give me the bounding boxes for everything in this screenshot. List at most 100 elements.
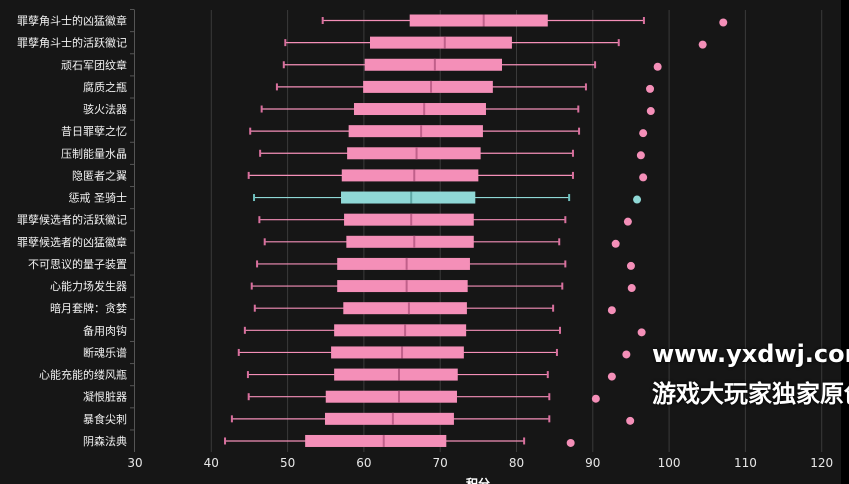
median-line: [397, 368, 400, 381]
outlier-point: [639, 173, 648, 182]
category-label: 断魂乐谱: [83, 345, 127, 359]
whisker-max-cap: [571, 149, 574, 157]
category-label: 心能力场发生器: [50, 279, 127, 293]
watermark-url: www.yxdwj.com: [652, 340, 849, 368]
category-label: 暴食尖刺: [83, 412, 127, 426]
whisker-max-cap: [584, 83, 587, 91]
x-tick-label: 80: [509, 456, 524, 470]
whisker-min-cap: [258, 216, 261, 224]
watermark-text: 游戏大玩家独家原创: [652, 380, 849, 408]
iqr-box: [341, 191, 476, 204]
category-label: 阴森法典: [83, 434, 127, 448]
outlier-point: [719, 18, 728, 27]
whisker-min-cap: [256, 260, 259, 268]
outlier-point: [626, 261, 635, 270]
outlier-point: [633, 195, 642, 204]
whisker-min-cap: [263, 238, 266, 246]
category-label: 隐匿者之翼: [72, 168, 127, 182]
y-axis: [130, 9, 135, 452]
whisker-min-cap: [259, 149, 262, 157]
category-label: 备用肉钩: [83, 323, 127, 337]
median-line: [410, 213, 413, 226]
median-line: [420, 125, 423, 138]
whisker-max-cap: [548, 415, 551, 423]
iqr-box: [334, 368, 458, 381]
whisker-min-cap: [247, 171, 250, 179]
whisker-max-cap: [571, 171, 574, 179]
x-tick-label: 100: [658, 456, 681, 470]
whisker-max-cap: [561, 282, 564, 290]
x-tick-label: 30: [127, 456, 142, 470]
outlier-point: [622, 350, 631, 359]
category-label: 腐质之瓶: [83, 80, 127, 94]
median-line: [415, 147, 418, 160]
x-tick-labels: 30 40 50 60 70 80 90 100 110 120: [127, 456, 833, 470]
outlier-point: [607, 372, 616, 381]
iqr-box: [348, 125, 483, 138]
category-label: 罪孽候选者的活跃徽记: [17, 213, 127, 227]
category-label: 罪孽角斗士的凶猛徽章: [17, 14, 127, 28]
whisker-max-cap: [617, 39, 620, 47]
category-label: 暗月套牌：贪婪: [50, 301, 127, 315]
outlier-point: [653, 62, 662, 71]
median-line: [405, 257, 408, 270]
median-line: [391, 412, 394, 425]
category-label: 骇火法器: [83, 102, 127, 116]
whisker-min-cap: [243, 326, 246, 334]
whisker-max-cap: [564, 216, 567, 224]
median-line: [404, 324, 407, 337]
outlier-point: [566, 438, 575, 447]
whisker-max-cap: [564, 260, 567, 268]
iqr-box: [353, 103, 486, 116]
iqr-box: [337, 257, 470, 270]
whisker-max-cap: [578, 127, 581, 135]
whisker-max-cap: [568, 194, 571, 202]
median-line: [423, 103, 426, 116]
whisker-max-cap: [642, 17, 645, 24]
right-edge-strip: [841, 0, 849, 484]
whisker-min-cap: [321, 17, 324, 24]
outlier-point: [636, 151, 645, 160]
whisker-min-cap: [250, 282, 253, 290]
whisker-max-cap: [548, 393, 551, 401]
median-line: [443, 36, 446, 49]
whisker-max-cap: [558, 326, 561, 334]
x-tick-label: 40: [204, 456, 219, 470]
median-line: [405, 280, 408, 293]
median-line: [382, 434, 385, 447]
iqr-box: [346, 235, 474, 248]
x-axis-label: 积分: [466, 476, 490, 484]
outlier-point: [611, 239, 620, 248]
outlier-point: [698, 40, 707, 49]
category-label: 心能充能的缕风瓶: [39, 368, 127, 382]
x-tick-label: 120: [810, 456, 833, 470]
iqr-box: [324, 412, 454, 425]
boxes: [224, 14, 728, 447]
whisker-min-cap: [260, 105, 263, 113]
whisker-max-cap: [523, 437, 526, 445]
whisker-min-cap: [237, 348, 240, 356]
iqr-box: [363, 80, 493, 93]
whisker-max-cap: [552, 304, 555, 312]
median-line: [482, 14, 485, 27]
median-line: [401, 346, 404, 359]
category-label: 罪孽角斗士的活跃徽记: [17, 36, 127, 50]
category-labels: 罪孽角斗士的凶猛徽章罪孽角斗士的活跃徽记顽石军团纹章腐质之瓶骇火法器昔日罪孽之忆…: [17, 14, 127, 448]
x-tick-label: 50: [280, 456, 295, 470]
iqr-box: [343, 302, 467, 315]
whisker-min-cap: [246, 371, 249, 379]
category-label: 不可思议的量子装置: [28, 257, 127, 271]
median-line: [413, 169, 416, 182]
whisker-min-cap: [230, 415, 233, 423]
median-line: [430, 80, 433, 93]
outlier-point: [637, 328, 646, 337]
outlier-point: [591, 394, 600, 403]
outlier-point: [646, 84, 655, 93]
median-line: [397, 390, 400, 403]
median-line: [410, 191, 413, 204]
iqr-box: [370, 36, 512, 49]
whisker-min-cap: [275, 83, 278, 91]
iqr-box: [305, 434, 447, 447]
category-label: 昔日罪孽之忆: [61, 124, 127, 138]
